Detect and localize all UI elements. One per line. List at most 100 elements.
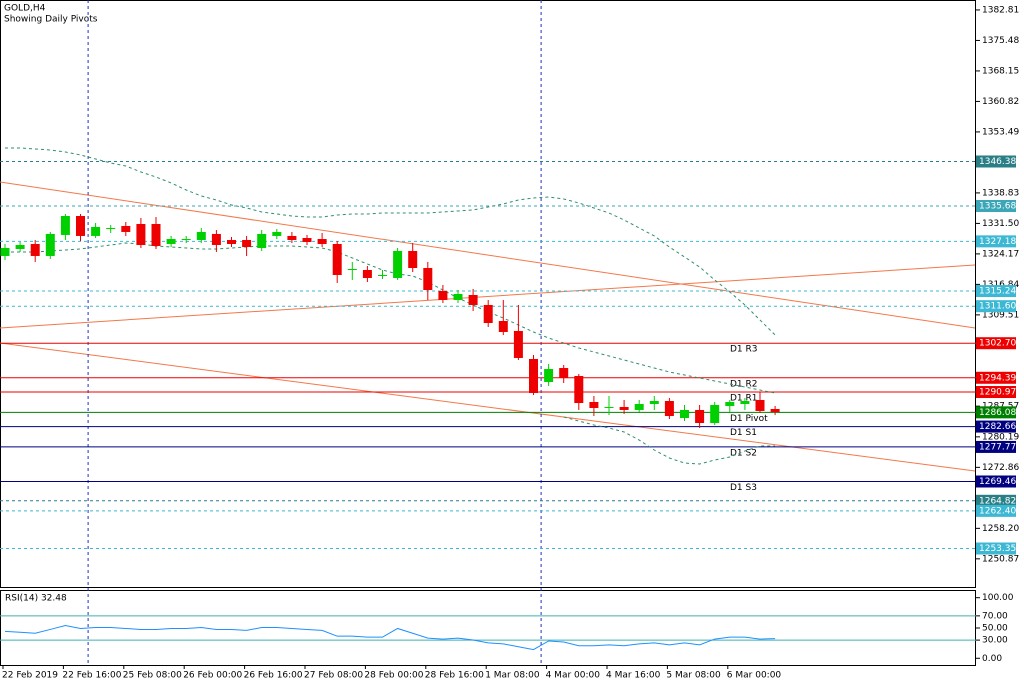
- x-tick-label: 6 Mar 00:00: [727, 671, 782, 681]
- candle-body: [483, 304, 493, 323]
- candle-body: [680, 409, 689, 419]
- y-tick-label: 1331.50: [982, 219, 1019, 229]
- pivot-name: D1 S3: [730, 483, 757, 493]
- x-tick-label: 22 Feb 2019: [2, 671, 58, 681]
- price-label-box: [976, 542, 1016, 555]
- candle-body: [272, 231, 282, 236]
- price-label-box: [976, 285, 1016, 298]
- price-label-box: [976, 386, 1016, 399]
- y-tick-label: 1309.51: [982, 310, 1019, 320]
- x-tick-label: 26 Feb 16:00: [244, 671, 303, 681]
- candle-body: [468, 294, 478, 305]
- band-line: [5, 242, 776, 394]
- candle-body: [559, 368, 569, 378]
- candle-body: [332, 243, 342, 275]
- candle-body: [91, 226, 101, 236]
- y-tick-label: 1258.20: [982, 524, 1019, 534]
- candle-body: [604, 406, 614, 408]
- y-tick-label: 1250.87: [982, 554, 1019, 564]
- y-tick-label: 0.00: [982, 654, 1002, 664]
- candle-body: [211, 233, 221, 245]
- price-label: 1335.68: [979, 202, 1016, 212]
- candle-body: [362, 269, 372, 278]
- x-tick-label: 4 Mar 16:00: [606, 671, 661, 681]
- candle-body: [106, 227, 116, 229]
- x-tick-label: 26 Feb 00:00: [183, 671, 242, 681]
- price-label-box: [976, 200, 1016, 213]
- rsi-frame: [0, 590, 976, 666]
- candle-body: [151, 223, 161, 246]
- price-label: 1346.38: [979, 157, 1016, 167]
- price-label: 1327.18: [979, 237, 1016, 247]
- price-label-box: [976, 406, 1016, 419]
- y-tick-label: 1360.82: [982, 97, 1019, 107]
- y-tick-label: 1280.19: [982, 432, 1019, 442]
- price-label-box: [976, 155, 1016, 168]
- y-tick-label: 30.00: [982, 636, 1008, 646]
- price-label: 1294.39: [979, 373, 1016, 383]
- candle-body: [574, 375, 584, 403]
- candle-body: [725, 401, 735, 406]
- candle-body: [302, 238, 312, 242]
- candle-body: [529, 358, 538, 394]
- candle-body: [438, 291, 448, 300]
- price-label: 1302.70: [979, 339, 1016, 349]
- candle-body: [60, 215, 70, 235]
- candle-body: [393, 250, 403, 278]
- price-label: 1286.08: [979, 408, 1016, 418]
- candle-body: [227, 240, 236, 244]
- candle-body: [695, 409, 705, 424]
- y-tick-label: 1375.48: [982, 36, 1019, 46]
- candle-body: [710, 404, 720, 424]
- x-tick-label: 28 Feb 00:00: [364, 671, 423, 681]
- pivot-name: D1 R1: [730, 394, 758, 404]
- price-label: 1253.35: [979, 544, 1016, 554]
- y-tick-label: 1338.83: [982, 188, 1019, 198]
- candle-body: [196, 231, 206, 241]
- y-tick-label: 100.00: [982, 593, 1014, 603]
- x-tick-label: 27 Feb 08:00: [304, 671, 363, 681]
- price-label: 1282.66: [979, 422, 1016, 432]
- candle-body: [544, 369, 554, 382]
- y-tick-label: 1353.49: [982, 127, 1019, 137]
- candle-body: [619, 406, 629, 410]
- candle-body: [121, 225, 131, 232]
- x-tick-label: 25 Feb 08:00: [123, 671, 182, 681]
- candle-body: [347, 268, 357, 270]
- x-tick-label: 22 Feb 16:00: [62, 671, 121, 681]
- candle-body: [589, 401, 599, 408]
- pivot-name: D1 R3: [730, 345, 758, 355]
- price-label-box: [976, 337, 1016, 350]
- price-label: 1277.77: [979, 442, 1016, 452]
- candle-body: [453, 293, 463, 300]
- band-line: [5, 147, 776, 336]
- y-tick-label: 1316.84: [982, 280, 1019, 290]
- price-label-box: [976, 420, 1016, 433]
- y-tick-label: 1272.86: [982, 463, 1019, 473]
- main-frame: [0, 0, 976, 588]
- candle-body: [423, 267, 433, 291]
- y-tick-label: 1324.17: [982, 249, 1019, 259]
- y-tick-label: 1382.81: [982, 5, 1019, 15]
- rsi-line: [4, 625, 776, 651]
- candle-body: [45, 233, 55, 256]
- candle-body: [0, 247, 10, 256]
- candle-body: [498, 320, 508, 332]
- x-tick-label: 28 Feb 16:00: [425, 671, 484, 681]
- pivot-name: D1 R2: [730, 379, 758, 389]
- price-label: 1311.60: [979, 302, 1016, 312]
- x-tick-label: 1 Mar 08:00: [485, 671, 540, 681]
- candle-body: [257, 233, 267, 248]
- candle-body: [634, 403, 644, 410]
- candle-body: [664, 400, 674, 417]
- rsi-title: RSI(14) 32.48: [5, 594, 67, 604]
- pivot-name: D1 S1: [730, 428, 757, 438]
- chart-title: GOLD,H4: [4, 4, 46, 14]
- price-label: 1290.97: [979, 388, 1016, 398]
- trend-line: [0, 264, 976, 329]
- candle-body: [15, 244, 25, 249]
- candle-body: [755, 400, 765, 411]
- candle-body: [287, 235, 297, 241]
- x-tick-label: 5 Mar 08:00: [666, 671, 721, 681]
